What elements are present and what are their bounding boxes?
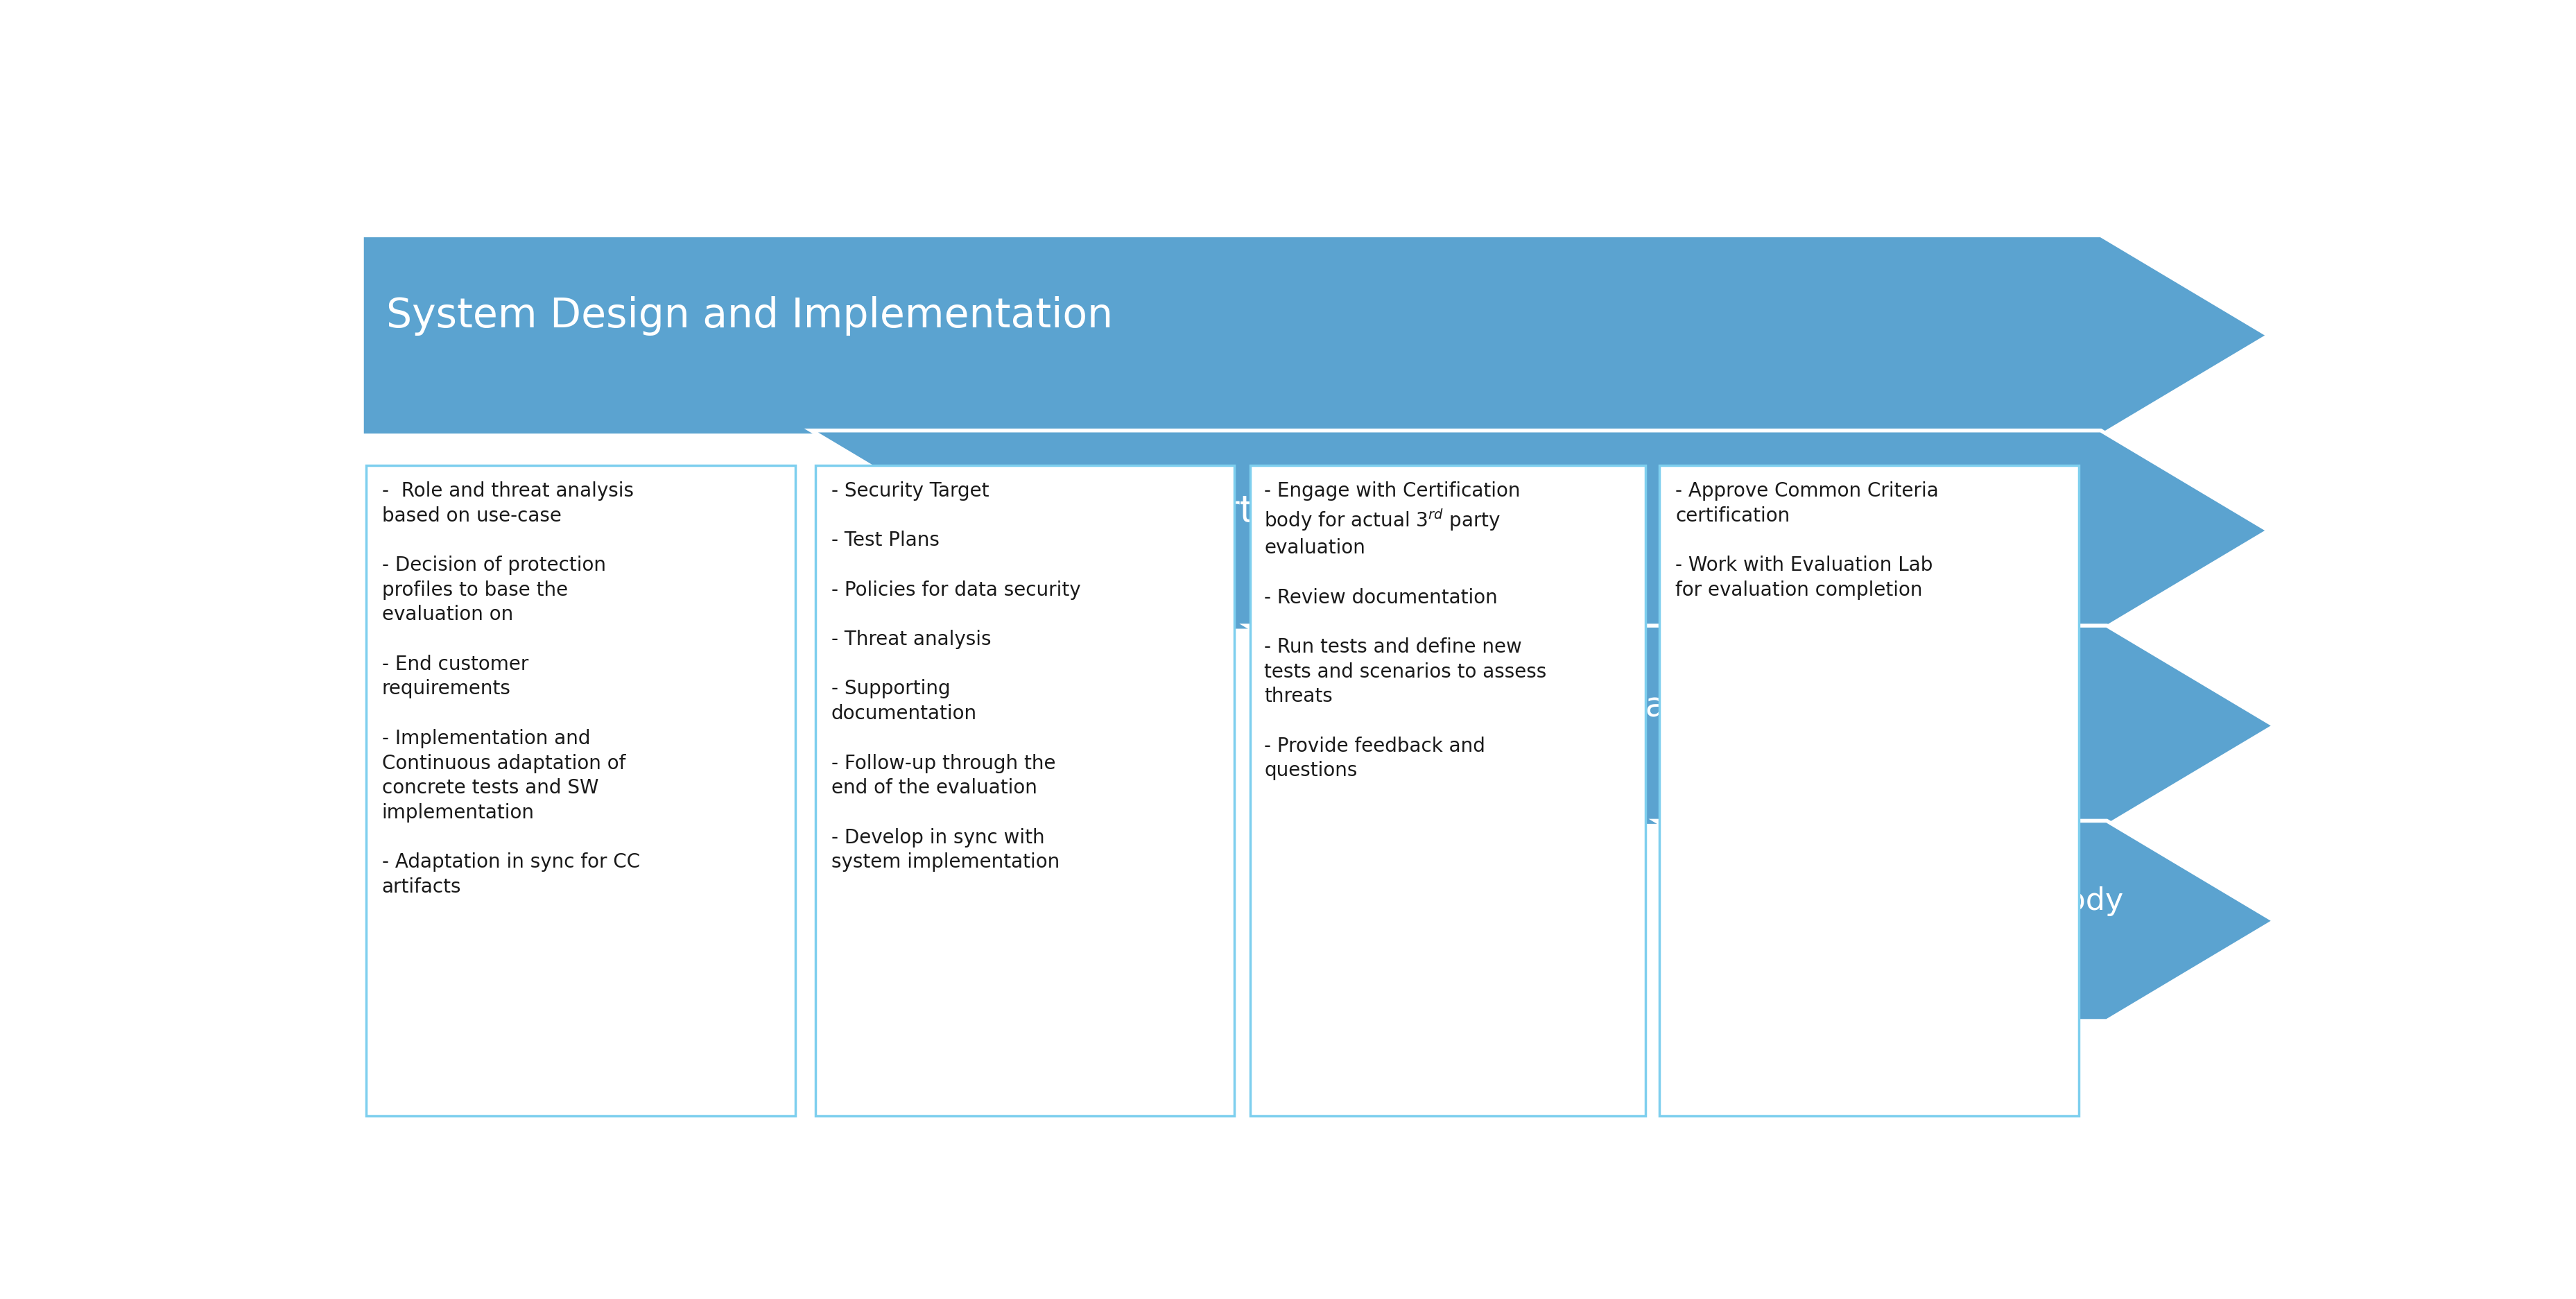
Text: Evaluation Lab: Evaluation Lab <box>1437 690 1687 722</box>
Polygon shape <box>361 236 2269 436</box>
FancyBboxPatch shape <box>814 466 1234 1116</box>
FancyBboxPatch shape <box>366 466 796 1116</box>
Polygon shape <box>811 431 2269 631</box>
FancyBboxPatch shape <box>1659 466 2079 1116</box>
Text: System Design and Implementation: System Design and Implementation <box>386 296 1113 335</box>
Polygon shape <box>1656 821 2275 1021</box>
Text: - Approve Common Criteria
certification

- Work with Evaluation Lab
for evaluati: - Approve Common Criteria certification … <box>1674 481 1940 599</box>
Text: CC EAL4+ Artifacts: CC EAL4+ Artifacts <box>1002 492 1352 529</box>
Text: - Security Target

- Test Plans

- Policies for data security

- Threat analysis: - Security Target - Test Plans - Policie… <box>832 481 1079 872</box>
FancyBboxPatch shape <box>1249 466 1646 1116</box>
Text: -  Role and threat analysis
based on use-case

- Decision of protection
profiles: - Role and threat analysis based on use-… <box>381 481 639 896</box>
Polygon shape <box>1247 626 2275 826</box>
Text: Certification Body: Certification Body <box>1847 886 2123 916</box>
Text: - Engage with Certification
body for actual 3$^{rd}$ party
evaluation

- Review : - Engage with Certification body for act… <box>1265 481 1546 781</box>
